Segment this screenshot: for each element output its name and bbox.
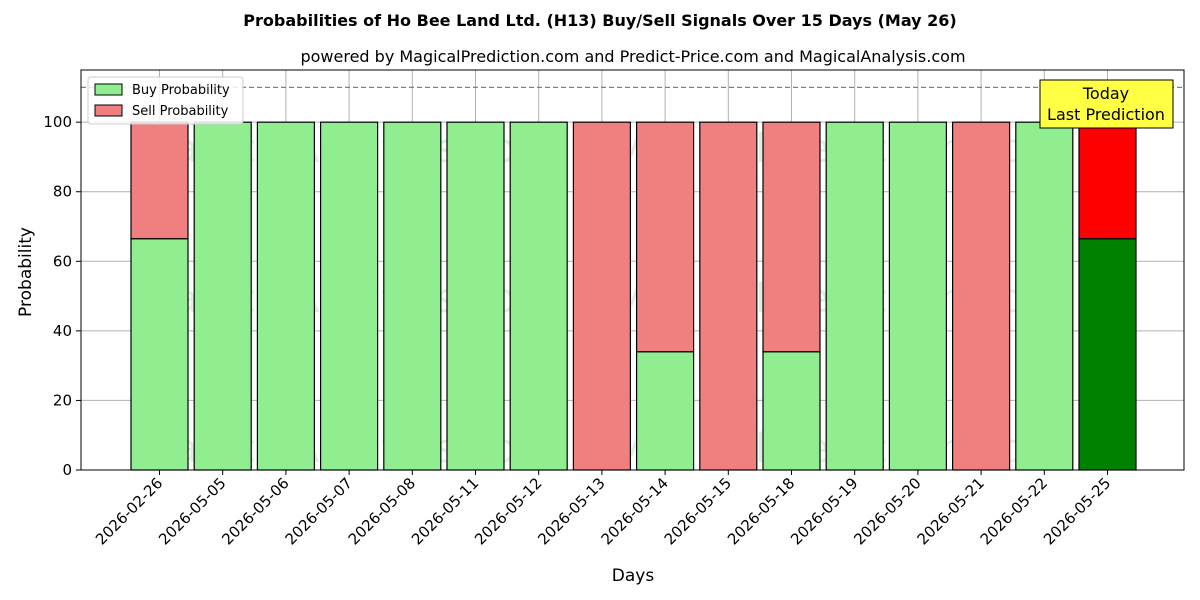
y-tick-label: 100: [43, 113, 72, 131]
plot-frame: [80, 69, 1185, 471]
buy-bar: [825, 121, 884, 471]
buy-bar: [762, 351, 821, 471]
x-tick-label: 2026-02-26: [92, 474, 166, 548]
buy-bar: [193, 121, 252, 471]
today-annotation-line2: Last Prediction: [1047, 105, 1165, 124]
x-tick-label: 2026-05-21: [914, 474, 988, 548]
x-tick-label: 2026-05-15: [661, 474, 735, 548]
buy-bar: [446, 121, 505, 471]
y-tick-label: 60: [53, 252, 72, 270]
today-annotation: Today Last Prediction: [1039, 79, 1174, 129]
sell-bar: [1078, 121, 1137, 240]
x-tick-label: 2026-05-13: [534, 474, 608, 548]
sell-bar: [635, 121, 695, 353]
sell-bar: [951, 121, 1011, 471]
legend-swatch-buy: [94, 83, 123, 96]
x-tick-label: 2026-05-11: [408, 474, 482, 548]
y-tick-label: 20: [53, 391, 72, 409]
buy-bar: [635, 351, 695, 471]
x-tick-label: 2026-05-22: [977, 474, 1051, 548]
x-tick-label: 2026-05-19: [787, 474, 861, 548]
legend-label-sell: Sell Probability: [132, 104, 229, 119]
x-tick-label: 2026-05-12: [471, 474, 545, 548]
buy-bar: [256, 121, 315, 471]
chart-title: Probabilities of Ho Bee Land Ltd. (H13) …: [243, 11, 956, 30]
legend-swatch-sell: [94, 104, 123, 117]
sell-bar: [699, 121, 758, 471]
buy-bar: [888, 121, 948, 471]
buy-bar: [509, 121, 568, 471]
today-annotation-line1: Today: [1082, 84, 1129, 103]
sell-bar: [762, 121, 821, 353]
buy-bar: [320, 121, 379, 471]
x-tick-label: 2026-05-05: [155, 474, 229, 548]
x-tick-label: 2026-05-20: [850, 474, 924, 548]
y-tick-label: 0: [62, 461, 72, 479]
x-tick-label: 2026-05-06: [218, 474, 292, 548]
x-axis-label: Days: [612, 566, 655, 586]
legend: Buy Probability Sell Probability: [87, 76, 244, 125]
x-tick-label: 2026-05-08: [345, 474, 419, 548]
buy-bar: [1078, 238, 1137, 471]
y-axis-label: Probability: [16, 227, 36, 317]
legend-label-buy: Buy Probability: [132, 83, 230, 98]
today-annotation-box: [1039, 79, 1174, 129]
chart-subtitle: powered by MagicalPrediction.com and Pre…: [300, 47, 965, 66]
x-tick-label: 2026-05-18: [724, 474, 798, 548]
sell-bar: [130, 121, 189, 240]
buy-bar: [130, 238, 189, 471]
x-tick-label: 2026-05-07: [282, 474, 356, 548]
y-tick-label: 40: [53, 322, 72, 340]
buy-bar: [1015, 121, 1074, 471]
x-tick-label: 2026-05-25: [1040, 474, 1114, 548]
y-tick-label: 80: [53, 183, 72, 201]
legend-box: [87, 76, 244, 125]
sell-bar: [572, 121, 632, 471]
buy-bar: [383, 121, 442, 471]
x-tick-label: 2026-05-14: [598, 474, 672, 548]
